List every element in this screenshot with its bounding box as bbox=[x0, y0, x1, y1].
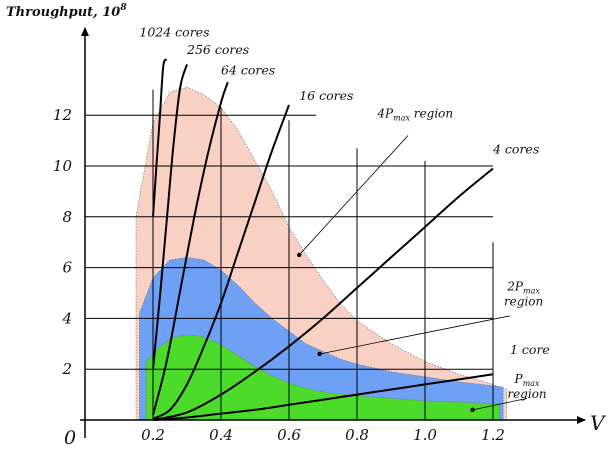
leader-dot bbox=[317, 351, 322, 357]
curve-4-cores bbox=[152, 167, 494, 421]
y-tick-label: 6 bbox=[62, 259, 72, 277]
curve-label: 256 cores bbox=[186, 42, 249, 57]
curve-256-cores bbox=[152, 64, 188, 370]
curve-label: 16 cores bbox=[299, 88, 353, 103]
region-label: 4Pmax region bbox=[376, 107, 453, 123]
curve-16-cores bbox=[152, 104, 290, 420]
y-tick-label: 12 bbox=[53, 106, 72, 124]
curve-1024-cores bbox=[152, 58, 168, 217]
region-pmax bbox=[145, 334, 501, 421]
leader-line bbox=[319, 315, 511, 355]
y-axis-title: Throughput, 108 bbox=[6, 3, 127, 20]
y-tick-label: 8 bbox=[62, 208, 72, 226]
curve-1-core bbox=[152, 373, 494, 421]
tick-labels-layer: 2 4 6 8 10 12 0.2 0.4 0.6 0.8 1.0 1.2 bbox=[53, 106, 505, 444]
leader-dot bbox=[470, 407, 475, 413]
y-tick-label: 4 bbox=[61, 309, 72, 327]
leader-dot bbox=[297, 252, 302, 258]
leader-line bbox=[472, 398, 528, 411]
x-tick-label: 1.0 bbox=[413, 426, 437, 444]
curves-layer bbox=[152, 58, 494, 421]
region-label-line2: region bbox=[504, 294, 543, 308]
leader-line bbox=[298, 135, 409, 256]
annotation-layer: 1024 cores 256 cores 64 cores 16 cores 4 cor… bbox=[139, 24, 550, 413]
x-tick-label: 1.2 bbox=[481, 426, 505, 444]
regions-layer bbox=[135, 86, 507, 421]
x-tick-label: 0.2 bbox=[141, 426, 165, 444]
curve-label: 1024 cores bbox=[139, 24, 209, 39]
axes-layer bbox=[80, 27, 586, 438]
origin-label: 0 bbox=[64, 427, 76, 449]
curve-label: 1 core bbox=[510, 342, 550, 357]
x-tick-label: 0.8 bbox=[345, 426, 369, 444]
y-tick-label: 10 bbox=[53, 157, 73, 175]
x-tick-label: 0.4 bbox=[209, 426, 233, 444]
curve-64-cores bbox=[152, 81, 229, 416]
curve-label: 64 cores bbox=[221, 63, 275, 78]
region-label: 2Pmax bbox=[506, 279, 540, 295]
region-label-line2: region bbox=[507, 387, 546, 401]
x-axis-title: V bbox=[590, 411, 607, 435]
x-tick-label: 0.6 bbox=[277, 426, 301, 444]
y-tick-label: 2 bbox=[61, 360, 72, 378]
region-label: Pmax bbox=[514, 372, 540, 388]
curve-label: 4 cores bbox=[492, 141, 539, 156]
